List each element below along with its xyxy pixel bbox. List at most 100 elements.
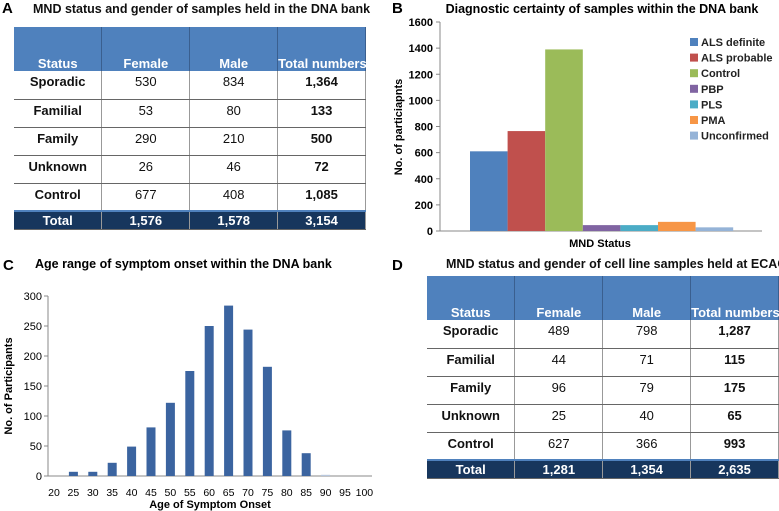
table-cell: 175: [690, 376, 779, 405]
table-cell: 71: [602, 348, 692, 377]
table-cell: 993: [690, 432, 779, 461]
table-cell: 72: [277, 155, 366, 184]
column-header: Female: [101, 27, 191, 71]
table-cell: 1,287: [690, 320, 779, 349]
histogram-bar: [301, 453, 311, 476]
table-cell: Unknown: [427, 404, 516, 433]
bar-unconfirmed: [695, 227, 734, 231]
panel-a-title: MND status and gender of samples held in…: [33, 2, 371, 16]
histogram-bar: [321, 474, 331, 476]
histogram-bar: [146, 427, 156, 476]
table-cell: 489: [514, 320, 604, 349]
x-tick-label: 75: [262, 487, 274, 499]
table-row: Unknown 25 40 65: [427, 404, 779, 433]
x-tick-label: 55: [184, 487, 196, 499]
table-cell: 96: [514, 376, 604, 405]
panel-label-c: C: [3, 257, 14, 274]
histogram-bar: [243, 329, 253, 476]
legend-swatch: [690, 38, 698, 46]
legend-swatch: [690, 100, 698, 109]
table-cell: 500: [277, 127, 366, 156]
table-row: Family 96 79 175: [427, 376, 779, 405]
total-cell: Total: [14, 210, 103, 230]
column-header: Status: [14, 27, 103, 71]
histogram-bar: [127, 446, 137, 476]
histogram-bar: [88, 471, 98, 476]
column-header: Male: [602, 276, 692, 320]
table-cell: Family: [14, 127, 103, 156]
x-tick-label: 85: [300, 487, 312, 499]
table-cell: 65: [690, 404, 779, 433]
table-cell: 53: [101, 99, 191, 128]
total-cell: 1,578: [189, 210, 279, 230]
x-tick-label: 35: [106, 487, 118, 499]
x-tick-label: 40: [126, 487, 138, 499]
total-cell: 1,281: [514, 459, 604, 479]
table-cell: 798: [602, 320, 692, 349]
y-tick-label: 100: [24, 411, 42, 423]
bar-control: [545, 49, 583, 232]
bar-pma: [658, 221, 696, 231]
table-cell: 210: [189, 127, 279, 156]
y-tick-label: 1200: [409, 69, 433, 81]
x-tick-label: 20: [48, 487, 60, 499]
y-tick-label: 0: [427, 226, 433, 238]
table-row: Control 677 408 1,085: [14, 183, 366, 212]
histogram-bar: [224, 305, 234, 476]
legend-label: PLS: [701, 99, 722, 111]
column-header: Male: [189, 27, 279, 71]
x-tick-label: 45: [145, 487, 157, 499]
header-row: Status Female Male Total numbers: [427, 276, 779, 320]
table-cell: 40: [602, 404, 692, 433]
panel-label-b: B: [392, 0, 403, 17]
total-cell: 1,354: [602, 459, 692, 479]
x-tick-label: 65: [223, 487, 235, 499]
table-row: Family 290 210 500: [14, 127, 366, 156]
column-header: Female: [514, 276, 604, 320]
table-cell: Unknown: [14, 155, 103, 184]
column-header: Status: [427, 276, 516, 320]
bar-pbp: [582, 225, 621, 231]
legend-label: Unconfirmed: [701, 131, 769, 143]
y-tick-label: 250: [24, 321, 42, 333]
table-row: Sporadic 489 798 1,287: [427, 320, 779, 349]
total-row: Total 1,576 1,578 3,154: [14, 210, 366, 230]
x-tick-label: 100: [356, 487, 374, 499]
total-cell: 3,154: [277, 210, 366, 230]
panel-label-a: A: [2, 0, 13, 17]
panel-d-title: MND status and gender of cell line sampl…: [446, 257, 779, 271]
table-cell: 80: [189, 99, 279, 128]
histogram-bar: [165, 402, 175, 476]
histogram-bar: [262, 366, 272, 476]
bar-als-probable: [507, 131, 546, 231]
x-tick-label: 95: [339, 487, 351, 499]
y-tick-label: 0: [36, 471, 42, 483]
table-cell: 834: [189, 71, 279, 100]
y-tick-label: 200: [24, 351, 42, 363]
total-cell: 2,635: [690, 459, 779, 479]
ecacc-table: Status Female Male Total numbers Sporadic 489…: [427, 276, 779, 479]
table-row: Familial 53 80 133: [14, 99, 366, 128]
table-cell: 44: [514, 348, 604, 377]
histogram-bar: [282, 430, 292, 476]
y-tick-label: 1400: [409, 43, 433, 55]
table-row: Control 627 366 993: [427, 432, 779, 461]
legend-swatch: [690, 131, 698, 140]
total-cell: 1,576: [101, 210, 191, 230]
table-cell: 25: [514, 404, 604, 433]
x-tick-label: 90: [320, 487, 332, 499]
table-row: Familial 44 71 115: [427, 348, 779, 377]
table-cell: Sporadic: [14, 71, 103, 100]
histogram-bar: [204, 326, 214, 476]
panel-label-d: D: [392, 257, 403, 274]
table-cell: 115: [690, 348, 779, 377]
table-cell: 366: [602, 432, 692, 461]
x-tick-label: 70: [242, 487, 254, 499]
table-cell: Familial: [14, 99, 103, 128]
table-cell: 290: [101, 127, 191, 156]
histogram-bar: [107, 462, 117, 476]
legend-label: PBP: [701, 84, 724, 96]
